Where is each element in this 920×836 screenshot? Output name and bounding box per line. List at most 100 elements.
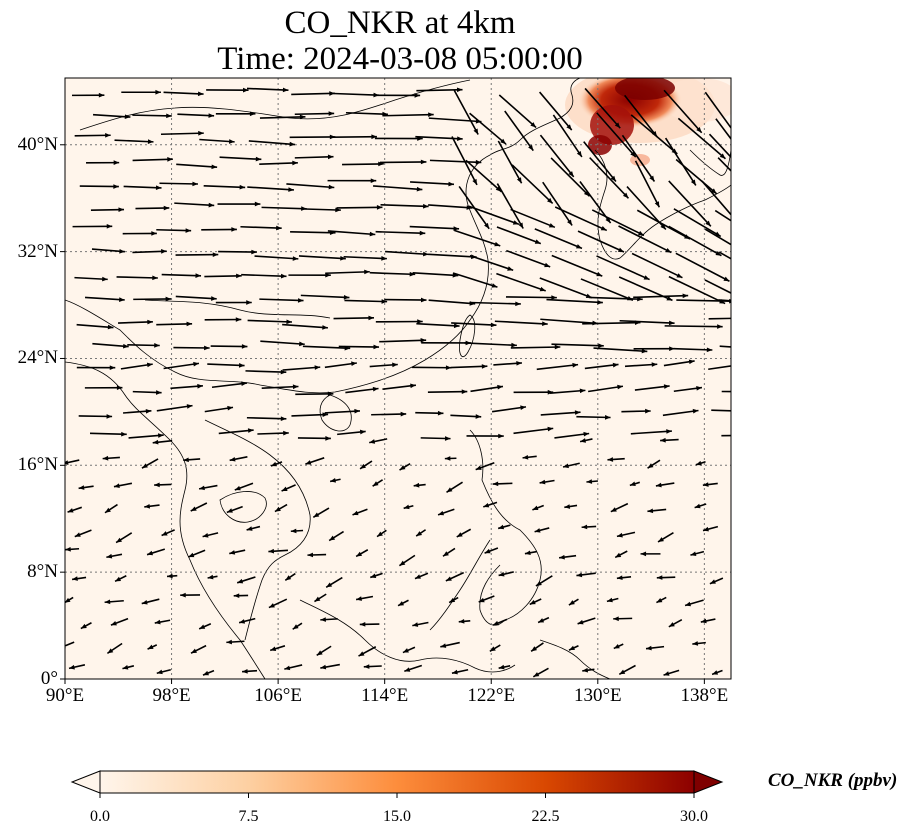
wind-arrow	[344, 299, 388, 304]
wind-arrow	[207, 574, 218, 580]
wind-arrow	[624, 362, 658, 368]
colorbar-label: CO_NKR (ppbv)	[768, 770, 898, 791]
wind-arrow	[202, 669, 215, 676]
concentration-field	[65, 78, 731, 679]
wind-arrow	[123, 185, 162, 191]
wind-arrow	[132, 390, 162, 395]
wind-arrow	[80, 622, 92, 630]
wind-arrow	[175, 295, 217, 301]
wind-arrow	[254, 255, 299, 261]
wind-arrow	[215, 300, 252, 305]
colorbar-gradient	[99, 770, 695, 794]
wind-arrow	[359, 622, 380, 627]
wind-arrow	[714, 209, 731, 222]
y-tick-label: 8°N	[27, 561, 58, 583]
wind-arrow	[204, 273, 242, 279]
wind-arrow	[577, 617, 596, 625]
wind-arrow	[708, 365, 731, 371]
wind-arrow	[428, 204, 473, 210]
wind-arrow	[375, 230, 426, 236]
wind-arrow	[242, 668, 258, 674]
wind-arrow	[115, 532, 133, 544]
wind-arrow	[132, 157, 173, 162]
wind-arrow	[589, 157, 630, 199]
wind-arrow	[292, 622, 303, 630]
wind-arrow	[673, 385, 703, 393]
wind-arrow	[369, 362, 398, 368]
wind-arrow	[247, 186, 294, 192]
wind-arrow	[633, 346, 675, 352]
wind-arrow	[444, 456, 457, 461]
wind-arrow	[146, 548, 166, 556]
wind-arrow	[668, 225, 722, 257]
wind-arrow	[370, 572, 383, 579]
x-tick-label: 138°E	[680, 685, 729, 706]
wind-arrow	[259, 160, 298, 166]
wind-arrow	[74, 132, 111, 138]
wind-arrow	[177, 113, 215, 118]
wind-arrow	[90, 207, 125, 212]
wind-arrow	[84, 385, 123, 391]
wind-arrow	[497, 140, 523, 184]
wind-arrow	[190, 644, 207, 654]
wind-arrow	[415, 529, 427, 537]
wind-arrow	[375, 319, 423, 324]
wind-arrow	[144, 503, 160, 509]
wind-arrow	[596, 255, 650, 281]
wind-arrow	[621, 408, 651, 414]
wind-arrow	[717, 157, 731, 172]
wind-arrow	[325, 576, 343, 588]
wind-arrow	[584, 87, 621, 129]
wind-arrow	[289, 134, 336, 140]
wind-arrow	[290, 528, 304, 534]
wind-arrow	[496, 226, 542, 245]
wind-arrow	[537, 616, 550, 624]
wind-arrow	[550, 157, 591, 197]
wind-arrow	[496, 272, 546, 292]
wind-arrow	[524, 550, 538, 556]
wind-arrow	[260, 340, 305, 347]
wind-arrow	[465, 159, 502, 193]
wind-arrow	[505, 295, 557, 300]
wind-arrow	[291, 412, 329, 418]
wind-arrow	[445, 571, 465, 582]
wind-arrow	[429, 159, 482, 165]
wind-arrow	[204, 405, 234, 413]
wind-arrow	[475, 461, 495, 471]
wind-arrow	[282, 323, 328, 330]
wind-arrow	[452, 272, 498, 288]
wind-arrow	[166, 573, 178, 579]
wind-arrow	[305, 457, 325, 465]
wind-arrow	[328, 530, 344, 542]
wind-arrow	[333, 315, 375, 321]
wind-arrow	[510, 208, 556, 229]
wind-arrow	[464, 342, 517, 348]
wind-arrow	[506, 249, 551, 268]
wind-arrow	[141, 458, 159, 469]
wind-arrow	[534, 527, 550, 533]
wind-arrow	[690, 550, 705, 556]
wind-arrow	[300, 207, 341, 213]
wind-arrow	[677, 117, 726, 160]
wind-arrow	[576, 572, 596, 578]
wind-arrow	[559, 554, 577, 560]
wind-arrow	[664, 137, 697, 186]
wind-arrow	[468, 205, 520, 226]
wind-arrow	[536, 362, 579, 371]
wind-arrow	[343, 255, 387, 261]
wind-arrow	[614, 550, 628, 559]
wind-arrow	[314, 593, 327, 603]
wind-arrow	[493, 361, 522, 366]
wind-arrow	[229, 456, 248, 462]
wind-arrow	[154, 482, 172, 488]
wind-arrow	[656, 575, 676, 580]
wind-arrow	[621, 134, 656, 182]
wind-arrow	[152, 439, 173, 445]
colorbar-extend-low	[70, 770, 101, 794]
wind-arrow	[86, 160, 120, 165]
wind-arrow	[371, 411, 407, 417]
wind-arrow	[198, 484, 218, 491]
wind-arrow	[234, 482, 254, 491]
wind-arrow	[619, 319, 675, 326]
wind-arrow	[218, 428, 254, 435]
